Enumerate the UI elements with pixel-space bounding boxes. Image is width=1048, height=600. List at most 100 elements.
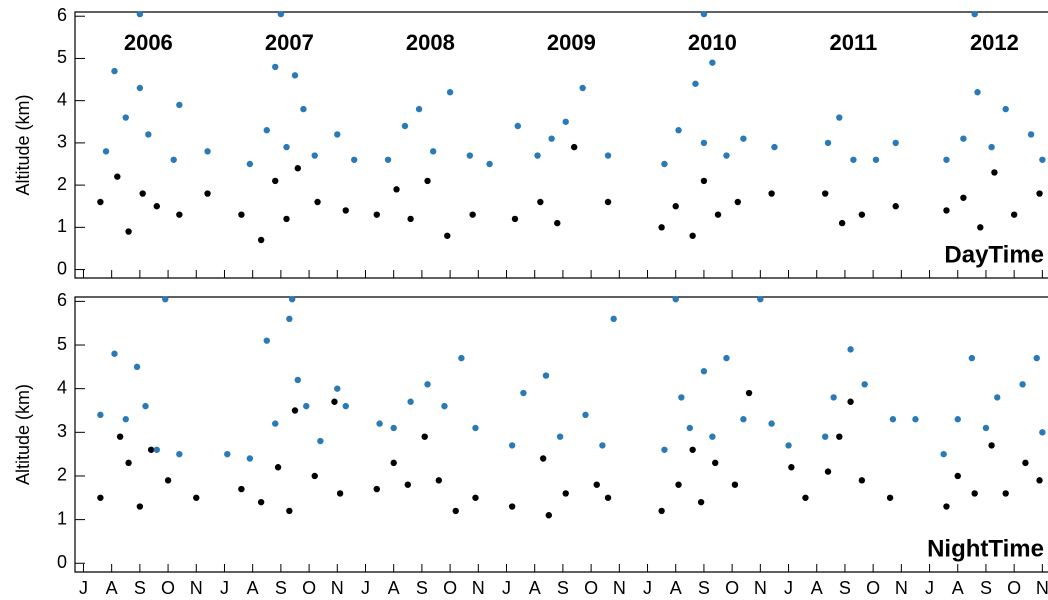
point [861, 381, 868, 388]
year-label: 2007 [265, 30, 314, 55]
point [1036, 477, 1043, 484]
point [164, 477, 172, 484]
x-tick-label: S [416, 578, 428, 598]
point [204, 148, 211, 155]
y-tick-label: 3 [57, 421, 67, 441]
panel-label: DayTime [944, 241, 1044, 268]
x-tick-label: N [613, 578, 626, 598]
point [111, 350, 118, 357]
point [238, 211, 245, 218]
point [658, 224, 665, 231]
point [272, 420, 279, 427]
point [142, 402, 149, 410]
point [263, 127, 270, 134]
point [994, 394, 1001, 401]
x-tick-label: S [134, 578, 146, 598]
point [511, 215, 519, 223]
point [1039, 429, 1046, 436]
x-tick-label: O [443, 578, 457, 598]
point [286, 507, 293, 515]
point [291, 72, 299, 79]
point [116, 433, 124, 440]
plot-frame [74, 11, 1048, 279]
point [610, 315, 617, 323]
x-tick-label: A [952, 578, 964, 598]
point [415, 105, 423, 113]
x-tick-label: S [698, 578, 710, 598]
point [246, 455, 254, 462]
point [539, 455, 547, 462]
point [331, 398, 338, 405]
point [283, 143, 290, 151]
point [802, 494, 809, 501]
point [604, 198, 612, 206]
point [971, 10, 978, 18]
point [204, 190, 211, 197]
point [545, 512, 553, 519]
y-tick-label: 2 [57, 174, 67, 194]
point [700, 177, 708, 185]
point [283, 215, 290, 223]
point [376, 420, 383, 427]
point [342, 402, 349, 410]
point [672, 295, 679, 303]
point [429, 148, 437, 155]
point [821, 433, 829, 440]
point [1022, 459, 1029, 467]
x-tick-label: A [529, 578, 541, 598]
point [102, 148, 110, 155]
point [246, 160, 254, 168]
point [286, 315, 293, 323]
point [351, 156, 358, 163]
point [940, 450, 947, 458]
point [700, 10, 708, 18]
point [709, 433, 716, 440]
point [977, 224, 984, 231]
point [968, 354, 976, 362]
point [745, 389, 753, 397]
x-tick-label: O [584, 578, 598, 598]
point [542, 372, 550, 379]
point [1039, 156, 1046, 163]
point [139, 190, 146, 197]
point [401, 122, 409, 130]
x-tick-label: O [302, 578, 316, 598]
x-tick-label: N [472, 578, 485, 598]
point [336, 490, 344, 497]
point [407, 398, 414, 405]
point [768, 190, 775, 197]
point [821, 190, 829, 197]
point [125, 228, 132, 235]
point [390, 459, 397, 467]
point [988, 143, 995, 151]
point [824, 139, 832, 147]
point [274, 464, 282, 471]
point [858, 211, 866, 218]
x-tick-label: N [895, 578, 908, 598]
point [277, 10, 285, 18]
y-tick-label: 5 [57, 334, 67, 354]
point [562, 118, 569, 125]
point [311, 472, 318, 480]
x-tick-label: O [1007, 578, 1021, 598]
point [424, 177, 431, 185]
x-tick-label: J [643, 578, 652, 598]
x-tick-label: O [725, 578, 739, 598]
point [771, 143, 778, 151]
point [294, 376, 302, 384]
point [334, 385, 341, 392]
point [147, 446, 155, 453]
point [723, 152, 730, 159]
point [740, 135, 747, 142]
point [943, 207, 950, 214]
point [342, 207, 349, 214]
point [435, 477, 443, 484]
x-tick-label: J [361, 578, 370, 598]
point [390, 424, 397, 432]
point [114, 173, 121, 180]
point [1002, 105, 1009, 113]
point [954, 416, 961, 423]
y-tick-label: 1 [57, 508, 67, 528]
y-axis-label: Altitude (km) [13, 384, 33, 485]
point [1033, 354, 1040, 362]
